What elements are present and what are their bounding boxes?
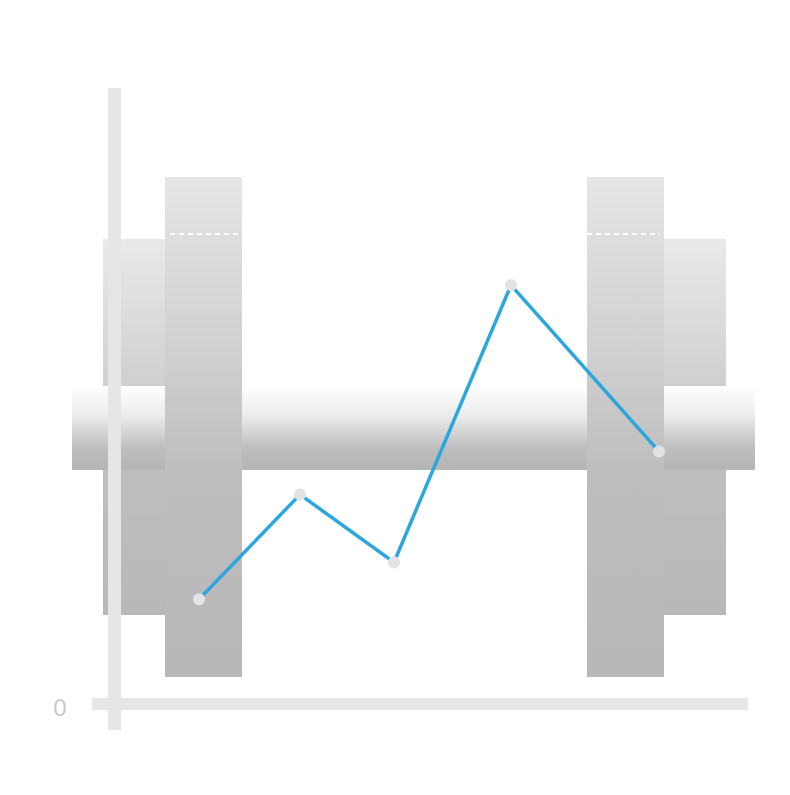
data-point-3[interactable] xyxy=(388,556,400,569)
data-point-1[interactable] xyxy=(193,593,205,606)
dumbbell-icon xyxy=(72,177,755,677)
x-axis xyxy=(92,698,748,710)
y-tick-label-zero: 0 xyxy=(53,695,66,722)
data-point-4[interactable] xyxy=(505,279,517,292)
y-axis xyxy=(108,88,121,730)
data-point-2[interactable] xyxy=(294,488,306,501)
series-layer xyxy=(193,279,665,606)
data-point-5[interactable] xyxy=(653,445,665,458)
dumbbell-right-inner-plate xyxy=(587,177,664,677)
